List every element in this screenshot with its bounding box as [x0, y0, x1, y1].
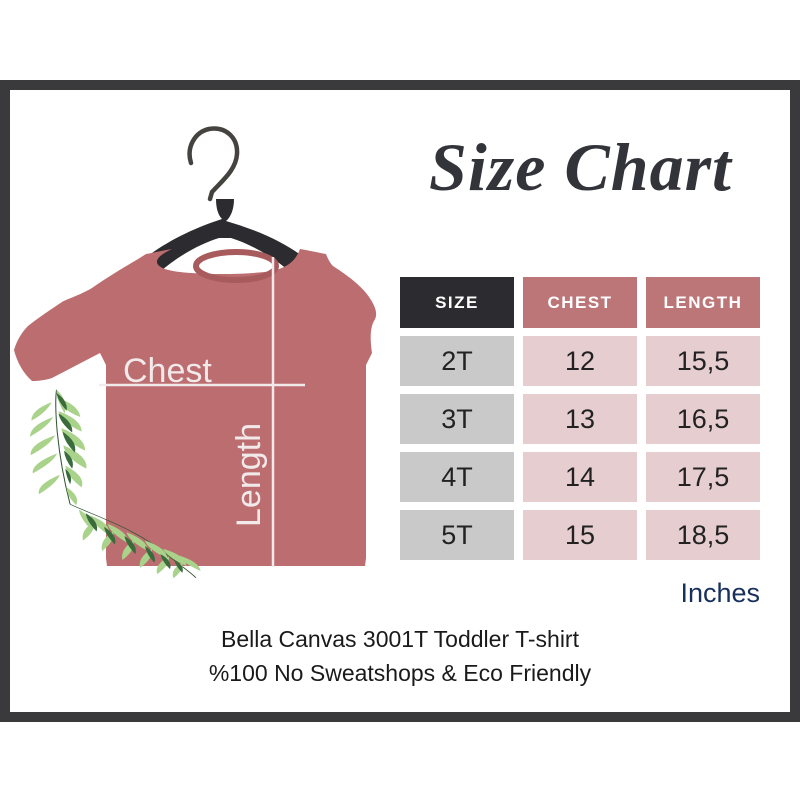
svg-text:Length: Length: [230, 423, 268, 527]
svg-text:Chest: Chest: [123, 352, 212, 390]
